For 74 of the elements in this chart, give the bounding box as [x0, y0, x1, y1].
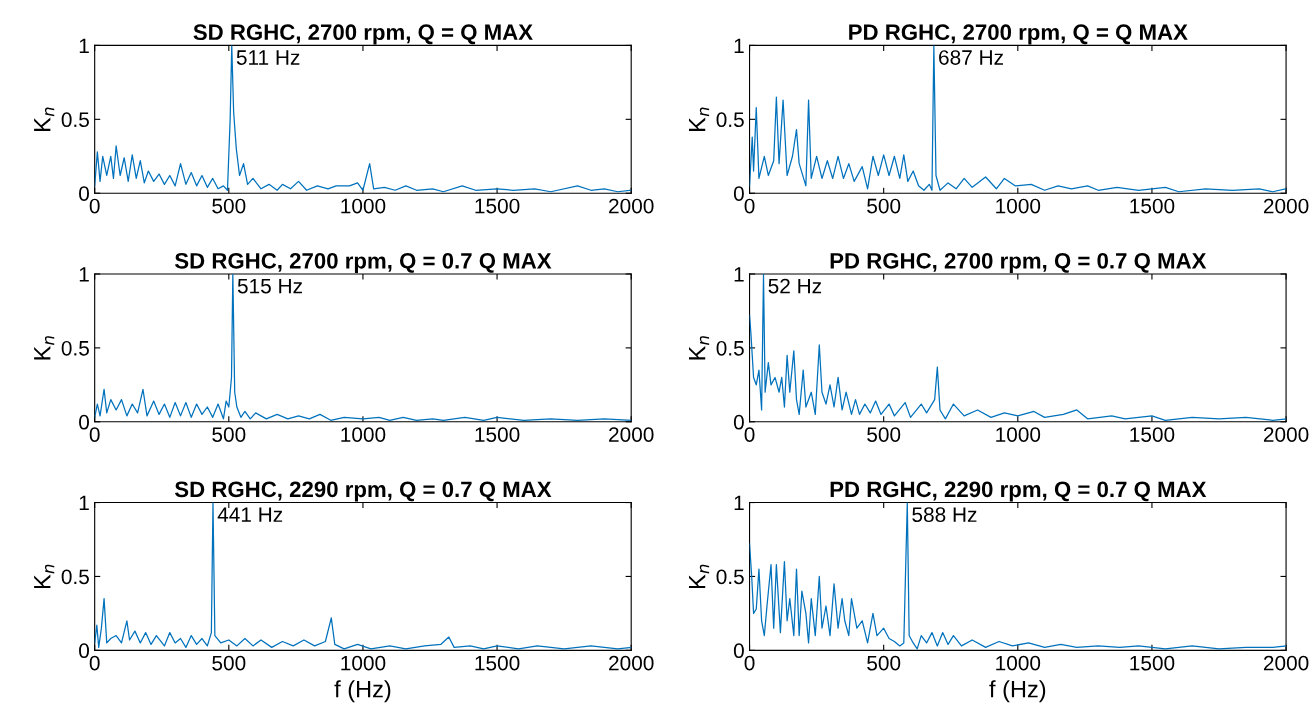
chart-title: PD RGHC, 2700 rpm, Q = 0.7 Q MAX	[830, 252, 1207, 274]
y-axis-title: K$_{n}$	[34, 107, 55, 131]
x-tick-label: 500	[212, 427, 246, 442]
y-tick-label: 0	[79, 414, 90, 430]
x-tick-label: 1500	[475, 427, 520, 442]
annotation: 515 Hz	[237, 278, 302, 294]
line-series	[749, 502, 1287, 650]
x-tick-label: 1000	[341, 198, 386, 214]
x-tick-label: 0	[744, 427, 755, 442]
x-tick-label: 2000	[609, 427, 654, 442]
y-tick-label: 1	[79, 38, 89, 53]
y-tick-label: 0.5	[61, 112, 89, 128]
y-tick-label: 0	[733, 643, 744, 659]
y-axis-title: K$_{n}$	[688, 564, 710, 589]
x-tick-label: 2000	[609, 655, 654, 671]
x-tick-label: 0	[89, 198, 100, 214]
x-tick-label: 1000	[996, 198, 1041, 214]
x-tick-label: 0	[744, 198, 755, 214]
x-axis-title: f (Hz)	[989, 680, 1046, 703]
x-tick-label: 1500	[1130, 198, 1175, 214]
y-axis-title: K$_{n}$	[34, 336, 55, 360]
x-tick-label: 2000	[1263, 198, 1309, 214]
chart-title: SD RGHC, 2700 rpm, Q = Q MAX	[193, 24, 533, 45]
chart-title: PD RGHC, 2290 rpm, Q = 0.7 Q MAX	[830, 481, 1207, 502]
x-tick-label: 1000	[341, 655, 386, 671]
y-tick-label: 0	[79, 643, 90, 659]
x-tick-label: 500	[867, 198, 901, 214]
x-tick-label: 0	[744, 655, 755, 671]
annotation: 52 Hz	[768, 278, 822, 294]
x-tick-label: 0	[89, 427, 100, 442]
annotation: 511 Hz	[236, 50, 300, 65]
y-tick-label: 1	[734, 267, 744, 282]
y-tick-label: 0	[733, 414, 744, 430]
line-series	[749, 273, 1287, 421]
y-tick-label: 0.5	[716, 340, 744, 356]
y-tick-label: 0.5	[716, 112, 744, 128]
x-tick-label: 2000	[1263, 427, 1309, 442]
y-axis-title: K$_{n}$	[34, 564, 55, 589]
y-axis-title: K$_{n}$	[688, 107, 710, 131]
line-series	[94, 502, 632, 650]
x-tick-label: 1500	[1130, 427, 1175, 442]
y-tick-label: 0.5	[716, 569, 744, 585]
y-tick-label: 0	[733, 186, 744, 201]
x-tick-label: 2000	[609, 198, 654, 214]
y-axis-title: K$_{n}$	[688, 336, 710, 360]
x-tick-label: 2000	[1263, 655, 1309, 671]
annotation: 687 Hz	[939, 50, 1003, 65]
x-tick-label: 500	[212, 655, 246, 671]
chart-title: SD RGHC, 2290 rpm, Q = 0.7 Q MAX	[174, 481, 552, 502]
x-axis-title: f (Hz)	[334, 680, 391, 703]
x-tick-label: 1000	[341, 427, 386, 442]
x-tick-label: 0	[89, 655, 100, 671]
y-tick-label: 1	[79, 267, 89, 282]
x-tick-label: 500	[212, 198, 246, 214]
x-tick-label: 1500	[1130, 655, 1175, 671]
y-tick-label: 0	[79, 186, 90, 201]
annotation: 441 Hz	[217, 507, 283, 522]
y-tick-label: 1	[734, 495, 744, 511]
y-tick-label: 0.5	[61, 340, 89, 356]
line-series	[94, 273, 632, 421]
x-tick-label: 500	[867, 427, 901, 442]
chart-title: PD RGHC, 2700 rpm, Q = Q MAX	[849, 24, 1188, 45]
line-series	[749, 45, 1287, 193]
x-tick-label: 1000	[996, 655, 1041, 671]
y-tick-label: 1	[79, 495, 89, 511]
x-tick-label: 1000	[996, 427, 1041, 442]
y-tick-label: 1	[734, 38, 744, 53]
y-tick-label: 0.5	[61, 569, 89, 585]
x-tick-label: 1500	[475, 655, 520, 671]
chart-title: SD RGHC, 2700 rpm, Q = 0.7 Q MAX	[174, 252, 552, 274]
x-tick-label: 500	[867, 655, 901, 671]
annotation: 588 Hz	[912, 507, 977, 523]
x-tick-label: 1500	[475, 198, 520, 214]
line-series	[94, 45, 632, 193]
